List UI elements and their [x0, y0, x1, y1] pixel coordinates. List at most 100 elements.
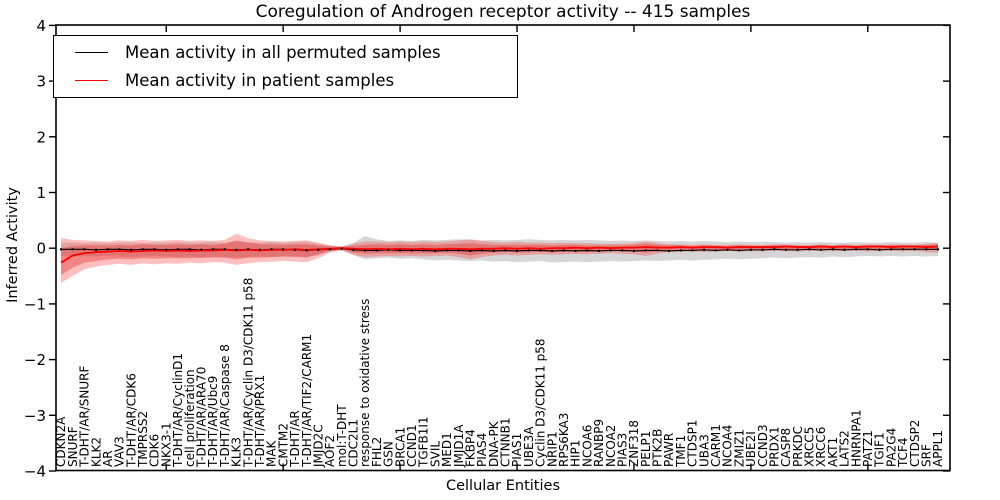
x-category-label: CCND1 — [405, 424, 419, 467]
permuted-mean-marker — [644, 249, 647, 252]
permuted-mean-marker — [398, 249, 402, 252]
permuted-mean-marker — [457, 249, 460, 252]
x-category-label: T-DHT/AR/CyclinD1 — [171, 353, 185, 468]
permuted-mean-marker — [469, 249, 472, 253]
permuted-mean-marker — [410, 249, 413, 252]
permuted-mean-marker — [831, 248, 834, 251]
legend-label: Mean activity in patient samples — [125, 71, 395, 90]
legend-item-permuted: Mean activity in all permuted samples — [54, 39, 517, 67]
permuted-mean-marker — [632, 249, 636, 253]
x-category-label: JMJD1A — [452, 424, 466, 468]
permuted-mean-marker — [223, 248, 226, 251]
patient-line-swatch — [75, 80, 108, 81]
permuted-mean-marker — [866, 248, 870, 251]
x-category-label: TCF4 — [896, 437, 910, 468]
x-category-label: SNURF — [66, 426, 80, 467]
x-category-label: FHL2 — [370, 437, 384, 467]
permuted-mean-marker — [773, 248, 776, 251]
permuted-mean-marker — [328, 248, 332, 251]
permuted-mean-marker — [211, 248, 215, 251]
permuted-mean-marker — [235, 248, 238, 252]
x-category-label: T-DHT/AR/TIF2/CARM1 — [300, 334, 314, 468]
y-tick-label: −3 — [24, 407, 46, 425]
y-tick-label: 3 — [36, 73, 46, 91]
x-category-label: BRCA1 — [393, 427, 407, 467]
x-category-label: PTK2B — [651, 429, 665, 467]
permuted-mean-marker — [363, 249, 367, 252]
permuted-mean-marker — [925, 248, 928, 251]
x-category-label: HNRNPA1 — [849, 409, 863, 467]
x-category-label: PRDX1 — [767, 426, 781, 467]
permuted-mean-marker — [94, 248, 98, 252]
x-category-label: cell proliferation — [183, 369, 197, 467]
x-category-label: RPS6KA3 — [557, 413, 571, 467]
permuted-mean-marker — [504, 249, 507, 252]
x-category-label: T-DHT/AR/Cyclin D3/CDK11 p58 — [241, 278, 255, 468]
x-category-label: T-DHT/AR/Ubc9 — [206, 376, 220, 468]
permuted-mean-marker — [539, 249, 542, 252]
permuted-mean-marker — [597, 249, 601, 253]
permuted-mean-marker — [679, 249, 682, 252]
x-category-label: UBE3A — [522, 426, 536, 467]
permuted-mean-marker — [176, 248, 180, 251]
x-category-label: PIAS4 — [475, 433, 489, 467]
permuted-mean-marker — [106, 248, 109, 251]
x-axis-label: Cellular Entities — [445, 478, 561, 494]
permuted-mean-marker — [656, 249, 659, 252]
permuted-mean-marker — [562, 249, 565, 252]
x-category-label: NCOA6 — [580, 425, 594, 467]
permuted-mean-marker — [667, 249, 671, 253]
x-category-label: ZMIZ1 — [732, 429, 746, 467]
patient-samples-outer-band — [61, 233, 938, 283]
permuted-mean-marker — [305, 249, 308, 252]
x-category-label: response to oxidative stress — [358, 299, 372, 467]
x-category-label: JMJD2C — [311, 424, 325, 468]
permuted-mean-marker — [188, 248, 191, 251]
x-category-label: DNA-PK — [487, 420, 501, 467]
x-category-label: GSN — [382, 441, 396, 467]
permuted-mean-marker — [153, 248, 156, 251]
permuted-mean-marker — [387, 248, 390, 252]
x-category-label: ZNF318 — [627, 420, 641, 467]
x-category-label: VAV3 — [113, 436, 127, 467]
permuted-mean-marker — [293, 248, 297, 252]
x-category-label: RANBP9 — [592, 419, 606, 467]
x-category-label: FKBP4 — [463, 429, 477, 467]
permuted-mean-marker — [258, 248, 261, 252]
permuted-mean-marker — [515, 249, 519, 253]
y-tick-label: −4 — [24, 463, 46, 481]
line-patient-mean — [60, 245, 939, 264]
permuted-mean-marker — [129, 248, 133, 252]
permuted-mean-marker — [890, 248, 893, 251]
y-tick-label: 0 — [36, 240, 46, 258]
permuted-mean-marker — [726, 248, 729, 252]
permuted-mean-marker — [901, 248, 905, 251]
permuted-mean-marker — [621, 249, 624, 252]
x-category-label: T-DHT/AR/SNURF — [78, 366, 92, 469]
y-tick-label: −2 — [24, 351, 46, 369]
x-category-label: UBE2I — [744, 431, 758, 467]
x-category-label: NCOA4 — [721, 425, 735, 467]
permuted-mean-marker — [433, 249, 437, 253]
x-category-label: T-DHT/AR/PRX1 — [253, 375, 267, 468]
permuted-mean-marker — [784, 248, 788, 252]
permuted-mean-marker — [737, 249, 741, 252]
y-tick-label: −1 — [24, 295, 46, 313]
permuted-mean-marker — [854, 248, 858, 251]
permuted-mean-marker — [819, 248, 823, 252]
x-category-label: APPL1 — [931, 430, 945, 467]
x-category-label: AR — [101, 450, 115, 467]
x-category-label: AOF2 — [323, 435, 337, 467]
permuted-mean-marker — [574, 249, 577, 253]
x-category-label: mol:T-DHT — [335, 404, 349, 467]
permuted-mean-marker — [375, 249, 378, 252]
x-category-label: PIAS1 — [510, 433, 524, 467]
x-category-label: CDC2L1 — [347, 419, 361, 467]
permuted-mean-marker — [609, 249, 612, 252]
permuted-mean-marker — [714, 249, 718, 252]
x-category-label: PAWR — [662, 433, 676, 467]
x-category-label: NRIP1 — [545, 431, 559, 467]
x-category-label: PATZ1 — [861, 430, 875, 467]
permuted-mean-marker — [118, 248, 121, 251]
permuted-line-swatch — [75, 52, 108, 53]
